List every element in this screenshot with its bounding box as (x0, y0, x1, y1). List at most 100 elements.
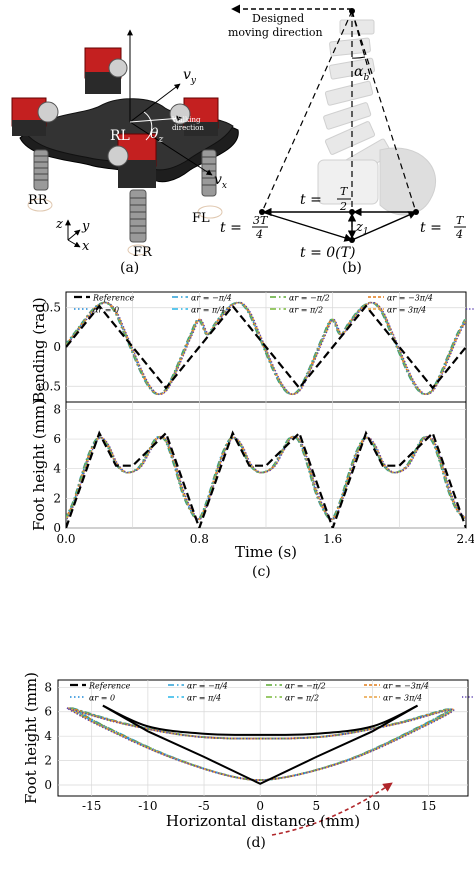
vy-arrow (129, 83, 181, 123)
leg-label-fr: FR (133, 245, 153, 260)
legend-label: αr = −π/2 (289, 294, 330, 303)
legend-label: Reference (88, 682, 131, 691)
plot-d-frame (57, 679, 469, 797)
panel-b-schematic: Designed moving direction αb z1 t = T 2 t… (220, 4, 466, 276)
reference-line (102, 704, 418, 736)
series-line (67, 707, 454, 781)
legend-label: αr = π/2 (289, 306, 323, 315)
y-tick-label: 0.5 (42, 301, 61, 315)
vx-label: vx (214, 172, 227, 191)
svg-text:x: x (82, 239, 90, 254)
panel-c-label: (c) (252, 564, 271, 580)
foot-trajectory (261, 207, 417, 242)
svg-text:y: y (81, 219, 90, 234)
svg-text:T: T (456, 214, 465, 227)
legend-d: Reference αr = −π/4 αr = −π/2 αr = −3π/4 αr … (70, 682, 474, 703)
legend-label: αr = π/2 (285, 694, 319, 703)
x-tick-label: 0.8 (190, 532, 209, 546)
t-zero-label: t = 0(T) (300, 245, 355, 261)
x-tick-label: 0 (256, 799, 264, 813)
series-line (66, 301, 466, 395)
z1-label: z1 (355, 220, 369, 237)
leg-label-rl: RL (110, 128, 130, 144)
series-line (66, 301, 466, 396)
x-tick-label: -10 (138, 799, 157, 813)
y-tick-label: 8 (53, 402, 61, 416)
svg-text:t =: t = (220, 220, 242, 236)
foot-height-series (66, 430, 466, 528)
y-tick-label: 2 (44, 754, 52, 768)
legend-label: αr = 3π/4 (387, 306, 426, 315)
x-tick-label: 0.0 (56, 532, 75, 546)
foot-height-ylabel-d: Foot height (mm) (22, 672, 40, 804)
panel-a-label: (a) (120, 260, 139, 276)
panel-d-label: (d) (246, 835, 266, 851)
reference-line (66, 304, 466, 390)
time-x-ticks: 0.0 0.8 1.6 2.4 (56, 532, 474, 546)
series-line (66, 435, 466, 521)
legend-label: αr = −π/4 (187, 682, 228, 691)
bending-y-ticks: -0.5 0 0.5 (38, 301, 61, 394)
series-line (70, 707, 451, 781)
svg-text:4: 4 (255, 228, 263, 241)
y-tick-label: 4 (44, 729, 52, 743)
bending-ylabel: Bending (rad) (30, 297, 48, 402)
y-tick-label: 0 (53, 521, 61, 535)
y-tick-label: 4 (53, 462, 61, 476)
series-line (66, 301, 466, 395)
y-tick-label: 6 (44, 705, 52, 719)
x-tick-label: -15 (82, 799, 101, 813)
legend-label: αr = −π/2 (285, 682, 326, 691)
body-ghosts (317, 19, 436, 216)
legend-label: αr = −3π/4 (387, 294, 433, 303)
t-3q-label: t = 3T 4 (220, 214, 269, 241)
t-q-label: t = T 4 (420, 214, 466, 241)
leg-label-fl: FL (192, 211, 210, 226)
svg-text:t =: t = (300, 192, 322, 208)
vx-arrow (129, 121, 213, 176)
x-tick-label: 2.4 (456, 532, 474, 546)
y-tick-label: 0 (53, 340, 61, 354)
foot-height-y-ticks: 0 2 4 6 8 (53, 402, 61, 535)
designed-direction-label: Designed moving direction (228, 12, 323, 39)
trajectory-series (66, 704, 455, 785)
legend-label: αr = 0 (89, 694, 115, 703)
y-tick-label: 8 (44, 680, 52, 694)
panel-d-trajectory-plot: -15 -10 -5 0 5 10 15 0 2 4 6 8 Foot height (mm) Hor… (22, 672, 474, 851)
motor-rl (84, 47, 128, 94)
time-xlabel: Time (s) (235, 543, 297, 561)
x-tick-label: 1.6 (323, 532, 342, 546)
panel-c-time-plots: -0.5 0 0.5 0 2 4 6 8 0.0 0.8 1.6 2.4 Bending (rad… (30, 291, 474, 580)
svg-text:T: T (340, 185, 349, 198)
horizontal-xlabel: Horizontal distance (mm) (166, 812, 360, 830)
trajectory-ticks: -15 -10 -5 0 5 10 15 0 2 4 6 8 (44, 680, 436, 813)
vy-label: vy (183, 67, 197, 86)
x-tick-label: 15 (421, 799, 436, 813)
series-line (66, 435, 466, 521)
theta-label: θz (150, 126, 163, 145)
legend-label: αr = π/4 (187, 694, 221, 703)
t-half-label: t = T 2 (300, 185, 351, 213)
coordinate-triad: z y x (55, 217, 90, 254)
y-tick-label: 0 (44, 778, 52, 792)
alpha-b-label: αb (354, 64, 369, 83)
legend-label: αr = π/4 (191, 306, 225, 315)
legend-c: Reference αr = −π/4 αr = −π/2 αr = −3π/4 αr … (74, 294, 474, 315)
legend-label: αr = 3π/4 (383, 694, 422, 703)
series-line (66, 435, 466, 521)
motor-fr (107, 133, 157, 188)
svg-text:4: 4 (455, 228, 463, 241)
x-tick-label: 5 (313, 799, 321, 813)
reference-line (102, 704, 418, 785)
svg-text:3T: 3T (253, 214, 269, 227)
svg-text:z: z (55, 217, 63, 232)
bending-series (66, 301, 466, 396)
direction-arrow-red (271, 782, 393, 836)
spring-rr (33, 149, 49, 191)
svg-text:t =: t = (420, 220, 442, 236)
reference-line (66, 430, 466, 528)
legend-label: αr = 0 (93, 306, 119, 315)
svg-text:2: 2 (339, 200, 347, 213)
y-tick-label: 2 (53, 491, 61, 505)
